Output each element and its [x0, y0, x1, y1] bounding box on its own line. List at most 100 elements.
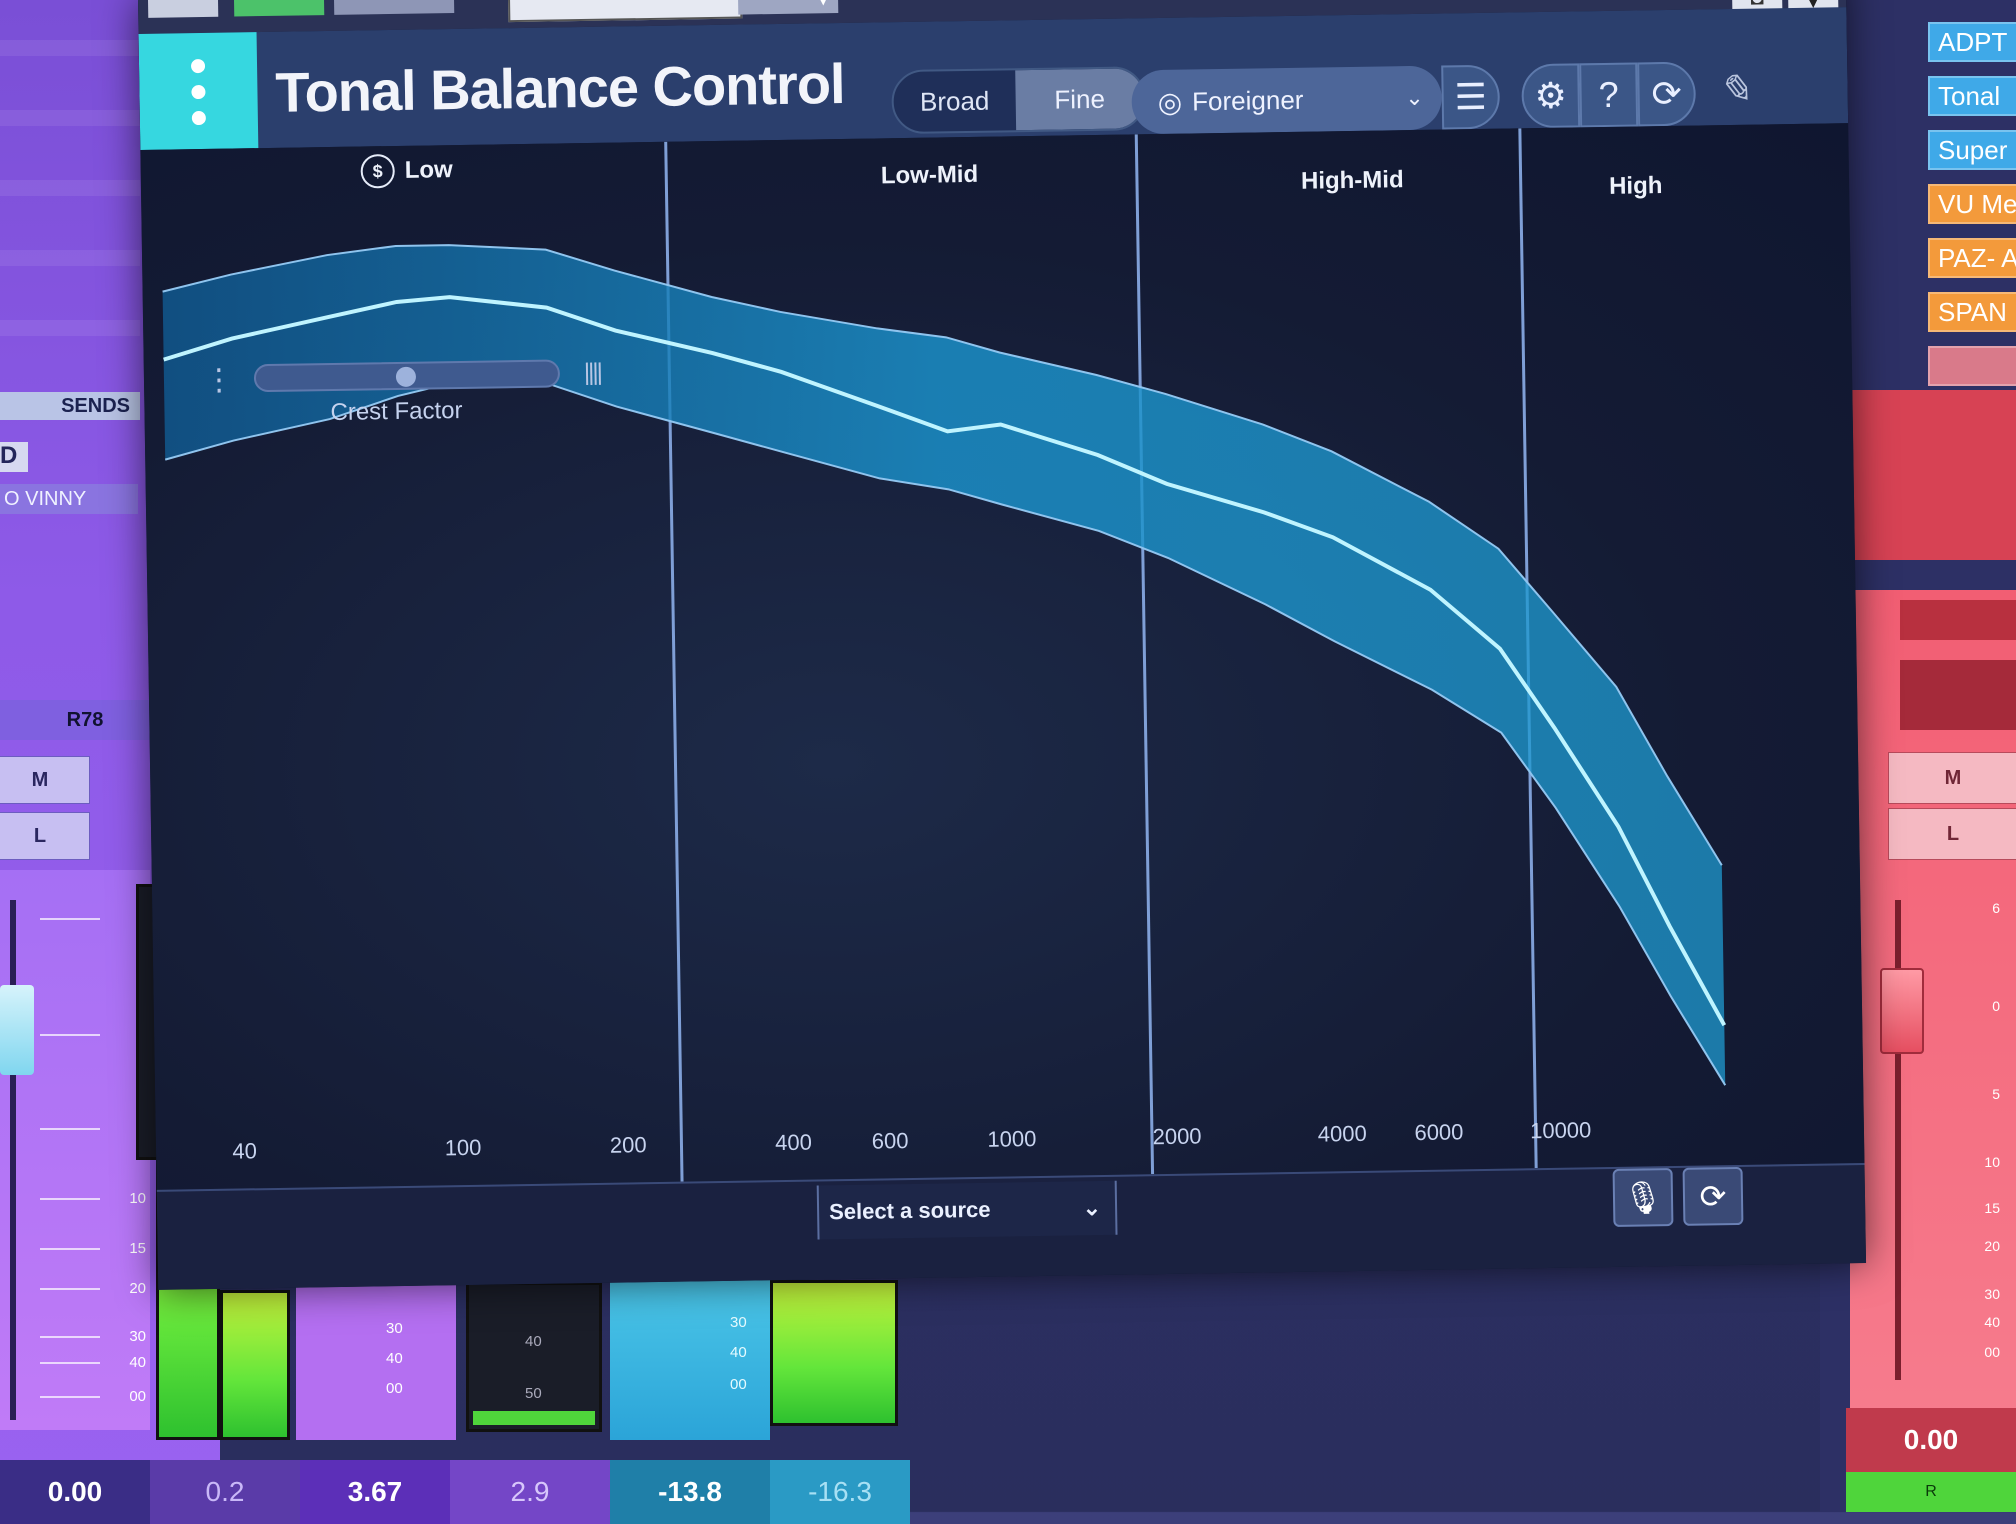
mid-meter: 40 50 — [466, 1282, 602, 1432]
cyan-level-meter — [770, 1280, 898, 1426]
tolerance-band — [162, 245, 1726, 1086]
x-tick-label: 1000 — [987, 1126, 1036, 1152]
cyan-scale-label: 40 — [730, 1344, 747, 1361]
track-name-field[interactable]: O VINNY — [0, 484, 138, 514]
band-low-label: Low — [404, 156, 453, 184]
cyan-peak-value: -16.3 — [770, 1460, 910, 1524]
toolbar-field[interactable] — [507, 0, 743, 23]
track-row — [0, 110, 140, 126]
band-divider — [1134, 134, 1155, 1175]
x-tick-label: 100 — [445, 1135, 482, 1161]
right-volume-fader[interactable] — [1880, 968, 1924, 1054]
level-meter-right — [220, 1290, 290, 1440]
monitor-button[interactable]: M — [0, 756, 90, 804]
left-volume-value[interactable]: 0.00 — [0, 1460, 150, 1524]
track-letter-badge: D — [0, 442, 28, 472]
microphone-icon[interactable]: 🎙 — [1612, 1168, 1674, 1227]
refresh-icon[interactable]: ⟳ — [1682, 1166, 1744, 1226]
toolbar-button[interactable] — [233, 0, 325, 17]
tonal-balance-plugin-window: ▼ ◘ ▼ Tonal Balance Control Broad Fine ◎… — [138, 0, 1867, 1290]
cyan-channel-panel: 30 40 00 — [610, 1280, 770, 1440]
tolerance-upper-line — [162, 244, 1723, 866]
band-low-mid-label: Low-Mid — [880, 160, 979, 190]
mode-broad-button[interactable]: Broad — [919, 85, 990, 117]
x-tick-label: 40 — [232, 1138, 257, 1163]
toolbar-button[interactable] — [333, 0, 455, 15]
insert-slot[interactable] — [1928, 346, 2016, 386]
track-row — [0, 40, 140, 56]
meter-scale-label: 40 — [525, 1333, 542, 1350]
right-channel-slot[interactable] — [1900, 600, 2016, 640]
mid-scale-label: 00 — [386, 1380, 403, 1397]
fader-track — [10, 900, 16, 1420]
crest-factor-slider[interactable] — [253, 359, 561, 393]
mid-channel-panel: 30 40 00 — [296, 1280, 456, 1440]
insert-slot[interactable]: VU Me — [1928, 184, 2016, 224]
right-fader-scale: 6 0 5 10 15 20 30 40 00 — [1984, 900, 2000, 1360]
right-listen-button[interactable]: L — [1888, 808, 2016, 860]
listen-button[interactable]: L — [0, 812, 90, 860]
chart-area: 40 100 200 400 600 1000 2000 4000 6000 10000 $ Lo… — [140, 123, 1865, 1190]
right-monitor-button[interactable]: M — [1888, 752, 2016, 804]
x-tick-label: 6000 — [1414, 1119, 1463, 1145]
chevron-down-icon[interactable]: ▼ — [737, 0, 839, 15]
target-name: Foreigner — [1191, 84, 1304, 116]
right-channel-slot[interactable] — [1900, 660, 2016, 730]
x-tick-label: 10000 — [1530, 1117, 1592, 1143]
track-row — [0, 320, 140, 336]
cyan-scale-label: 00 — [730, 1376, 747, 1393]
right-channel-strip — [1850, 590, 2016, 1512]
right-volume-value[interactable]: 0.00 — [1846, 1408, 2016, 1472]
x-tick-label: 2000 — [1152, 1123, 1201, 1149]
crest-factor-handle[interactable] — [395, 366, 417, 387]
spectrum-curve — [163, 295, 1727, 1027]
insert-slot[interactable]: ADPT — [1928, 22, 2016, 62]
insert-slot[interactable]: Tonal — [1928, 76, 2016, 116]
mode-toggle: Broad Fine — [891, 66, 1147, 135]
left-fader-panel — [0, 870, 150, 1430]
chevron-down-icon: ⌄ — [1405, 84, 1424, 111]
x-tick-label: 4000 — [1318, 1121, 1367, 1147]
toolbar-button[interactable] — [147, 0, 219, 18]
cyan-volume-value[interactable]: -13.8 — [610, 1460, 770, 1524]
mid-volume-value[interactable]: 3.67 — [300, 1460, 450, 1524]
insert-slot[interactable]: SPAN — [1928, 292, 2016, 332]
meter-scale-label: 50 — [525, 1385, 542, 1402]
left-volume-fader[interactable] — [0, 985, 34, 1075]
insert-slot[interactable]: Super — [1928, 130, 2016, 170]
help-icon[interactable]: ? — [1579, 62, 1639, 128]
menu-dots-icon — [191, 110, 206, 126]
x-tick-label: 400 — [775, 1130, 812, 1156]
menu-dots-icon — [191, 84, 206, 100]
chevron-down-icon: ⌄ — [1082, 1195, 1102, 1221]
channel-name-label: R78 — [0, 700, 170, 740]
band-low-header: $ Low — [360, 153, 453, 189]
right-fader-track — [1895, 900, 1901, 1380]
mode-fine-button[interactable]: Fine — [1015, 68, 1145, 131]
mid-peak-value: 2.9 — [450, 1460, 610, 1524]
menu-dots-icon — [190, 58, 206, 74]
source-label: Select a source — [828, 1196, 991, 1225]
right-output-label: R — [1846, 1472, 2016, 1512]
target-icon: ◎ — [1157, 86, 1183, 118]
insert-slot[interactable]: PAZ- A — [1928, 238, 2016, 278]
left-peak-value: 0.2 — [150, 1460, 300, 1524]
x-tick-label: 200 — [610, 1132, 647, 1158]
mid-scale-label: 30 — [386, 1320, 403, 1337]
meter-fill — [473, 1411, 595, 1425]
sends-header: SENDS — [0, 392, 140, 420]
x-tick-label: 600 — [872, 1128, 909, 1154]
target-selector[interactable]: ◎ Foreigner ⌄ — [1131, 65, 1443, 135]
signature-icon: ✎ — [1717, 67, 1752, 113]
crest-factor-label: Crest Factor — [330, 396, 463, 427]
menu-button[interactable] — [138, 32, 259, 150]
waveform-icon: ⋮ — [203, 363, 235, 398]
compressed-icon: |||| — [583, 358, 602, 387]
tonal-balance-chart: 40 100 200 400 600 1000 2000 4000 6000 10000 — [162, 128, 1727, 1182]
dollar-icon: $ — [360, 153, 395, 189]
track-row — [0, 180, 140, 196]
band-high-mid-label: High-Mid — [1300, 166, 1404, 195]
right-channel-top-panel — [1830, 390, 2016, 560]
source-selector[interactable]: Select a source ⌄ — [816, 1180, 1118, 1240]
track-row — [0, 250, 140, 266]
